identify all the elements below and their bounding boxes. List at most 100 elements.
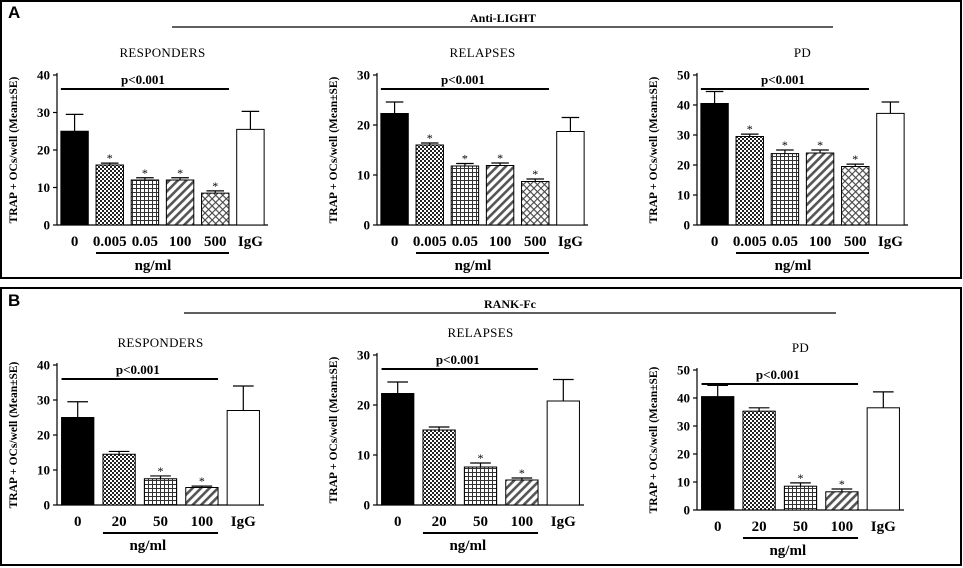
significance-star: * — [798, 471, 804, 485]
panel-letter: A — [8, 3, 20, 22]
y-tick-label: 50 — [677, 68, 690, 83]
bar — [422, 429, 456, 506]
y-axis-label: TRAP + OCs/well (Mean±SE) — [648, 366, 660, 513]
significance-star: * — [478, 451, 484, 465]
x-category-label: 0 — [711, 234, 719, 250]
x-category-label: 500 — [524, 234, 547, 250]
bar — [143, 478, 178, 506]
bar — [825, 491, 859, 511]
unit-label: ng/ml — [775, 258, 812, 274]
bar — [805, 152, 835, 226]
y-tick-label: 20 — [357, 398, 370, 413]
chart-responders-anti-light: RESPONDERS TRAP + OCs/well (Mean±SE) 0 10 20… — [8, 45, 268, 274]
p-value-label: p<0.001 — [761, 72, 805, 87]
y-tick-label: 10 — [37, 463, 50, 478]
x-category-label: 100 — [809, 234, 832, 250]
bar — [95, 164, 124, 226]
y-axis-label: TRAP + OCs/well (Mean±SE) — [8, 361, 20, 508]
x-category-label: 20 — [112, 514, 127, 530]
y-tick-label: 20 — [37, 143, 50, 158]
chart-title: RESPONDERS — [117, 335, 203, 350]
chart-pd-rank-fc: PD TRAP + OCs/well (Mean±SE) 0 10 20 30 40 50 0 2… — [648, 340, 904, 559]
bar — [450, 165, 480, 226]
bar — [521, 181, 550, 226]
y-tick-label: 20 — [357, 118, 370, 133]
y-tick-label: 40 — [37, 68, 50, 83]
y-tick-label: 30 — [37, 393, 50, 408]
bar — [236, 128, 265, 226]
x-category-label: 500 — [204, 234, 227, 250]
bar — [463, 466, 498, 506]
significance-star: * — [532, 167, 538, 181]
panel-a: A Anti-LIGHT RESPONDERS TRAP + OCs/well (… — [0, 0, 962, 279]
y-tick-label: 30 — [677, 419, 690, 434]
p-value-label: p<0.001 — [441, 72, 485, 87]
y-tick-label: 0 — [684, 503, 691, 518]
y-tick-label: 10 — [357, 448, 370, 463]
y-tick-label: 0 — [44, 218, 51, 233]
x-category-label: 100 — [489, 234, 512, 250]
x-category-label: 0.005 — [93, 234, 127, 250]
unit-label: ng/ml — [129, 538, 166, 554]
x-category-label: 0.05 — [452, 234, 478, 250]
x-category-label: 0 — [394, 514, 402, 530]
bar — [546, 400, 580, 506]
significance-star: * — [839, 477, 845, 491]
x-category-label: 0 — [71, 234, 79, 250]
bar — [130, 179, 160, 226]
x-category-label: IgG — [871, 519, 896, 535]
x-category-label: IgG — [231, 514, 256, 530]
x-category-label: 500 — [844, 234, 867, 250]
bar — [735, 136, 764, 226]
x-category-label: 0 — [714, 519, 722, 535]
significance-star: * — [782, 138, 788, 152]
bar — [866, 407, 900, 511]
bar — [742, 410, 776, 511]
bar — [380, 113, 409, 226]
y-tick-label: 30 — [37, 105, 50, 120]
unit-label: ng/ml — [135, 258, 172, 274]
significance-star: * — [462, 152, 468, 166]
bar — [60, 130, 89, 226]
treatment-title: RANK-Fc — [484, 297, 537, 311]
y-tick-label: 20 — [677, 158, 690, 173]
bar — [556, 131, 585, 226]
x-category-label: 100 — [511, 514, 534, 530]
y-tick-label: 40 — [677, 391, 690, 406]
p-value-label: p<0.001 — [436, 352, 480, 367]
x-category-label: 0.005 — [733, 234, 767, 250]
bar — [102, 453, 136, 506]
significance-star: * — [142, 166, 148, 180]
unit-label: ng/ml — [769, 543, 806, 559]
chart-title: PD — [792, 340, 809, 355]
bar — [701, 396, 735, 511]
chart-responders-rank-fc: RESPONDERS TRAP + OCs/well (Mean±SE) 0 10 20… — [8, 335, 264, 554]
bar — [876, 112, 905, 226]
bar — [700, 103, 729, 226]
significance-star: * — [158, 464, 164, 478]
bar — [165, 179, 195, 226]
x-category-label: 0.05 — [132, 234, 158, 250]
y-tick-label: 30 — [357, 348, 370, 363]
bar — [505, 479, 539, 506]
treatment-title: Anti-LIGHT — [470, 11, 536, 25]
y-tick-label: 0 — [364, 218, 371, 233]
p-value-label: p<0.001 — [121, 72, 165, 87]
p-value-label: p<0.001 — [116, 362, 160, 377]
x-category-label: IgG — [878, 234, 903, 250]
bar — [415, 144, 444, 226]
x-category-label: 100 — [831, 519, 854, 535]
y-tick-label: 40 — [677, 98, 690, 113]
x-category-label: 100 — [169, 234, 192, 250]
significance-star: * — [177, 166, 183, 180]
y-axis-label: TRAP + OCs/well (Mean±SE) — [328, 76, 340, 223]
x-category-label: 20 — [752, 519, 767, 535]
y-tick-label: 20 — [37, 428, 50, 443]
y-tick-label: 0 — [44, 498, 51, 513]
significance-star: * — [852, 152, 858, 166]
chart-relapses-anti-light: RELAPSES TRAP + OCs/well (Mean±SE) 0 10 20 30… — [328, 45, 588, 274]
unit-label: ng/ml — [455, 258, 492, 274]
panel-b: B RANK-Fc RESPONDERS TRAP + OCs/well (Mea… — [0, 287, 962, 566]
